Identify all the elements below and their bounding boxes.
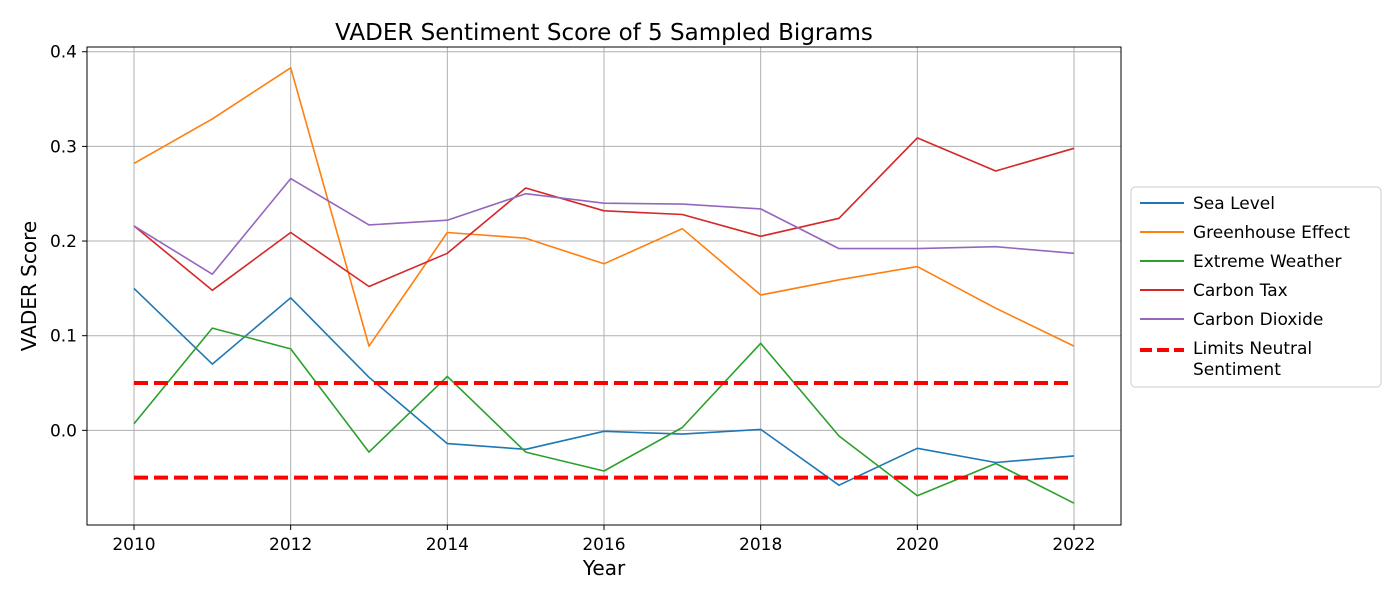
x-tick-label: 2022 [1052, 535, 1095, 555]
y-axis-ticks: 0.0 0.1 0.2 0.3 0.4 [50, 43, 87, 441]
reference-lines [134, 381, 1074, 480]
x-axis-ticks: 2010 2012 2014 2016 2018 2020 2022 [112, 525, 1096, 555]
legend-label: Extreme Weather [1193, 252, 1342, 272]
grid [87, 47, 1121, 525]
series-line-extreme-weather [133, 327, 1075, 504]
x-tick-label: 2020 [896, 535, 939, 555]
legend-label-reference: Limits Neutral [1193, 339, 1312, 359]
y-tick-label: 0.4 [50, 43, 77, 63]
legend-label: Carbon Dioxide [1193, 310, 1323, 330]
series-line-sea-level [133, 287, 1075, 487]
legend-label: Sea Level [1193, 194, 1275, 214]
y-tick-label: 0.3 [50, 137, 77, 157]
y-tick-label: 0.2 [50, 232, 77, 252]
x-tick-label: 2010 [112, 535, 155, 555]
legend-box [1130, 186, 1382, 388]
legend-label: Carbon Tax [1193, 281, 1288, 301]
y-tick-label: 0.0 [50, 421, 77, 441]
series-layer [133, 67, 1075, 504]
chart-title: VADER Sentiment Score of 5 Sampled Bigra… [335, 20, 873, 46]
x-tick-label: 2012 [269, 535, 312, 555]
x-tick-label: 2018 [739, 535, 782, 555]
series-line-greenhouse-effect [133, 67, 1075, 347]
x-tick-label: 2014 [426, 535, 469, 555]
series-line-carbon-dioxide [133, 177, 1075, 276]
legend: Sea Level Greenhouse Effect Extreme Weathe… [1130, 186, 1382, 388]
y-axis-label: VADER Score [17, 221, 41, 351]
y-tick-label: 0.1 [50, 327, 77, 347]
x-tick-label: 2016 [582, 535, 625, 555]
series-line-carbon-tax [133, 137, 1075, 292]
legend-label: Greenhouse Effect [1193, 223, 1350, 243]
x-axis-label: Year [582, 556, 626, 580]
legend-label-reference: Sentiment [1193, 360, 1281, 380]
